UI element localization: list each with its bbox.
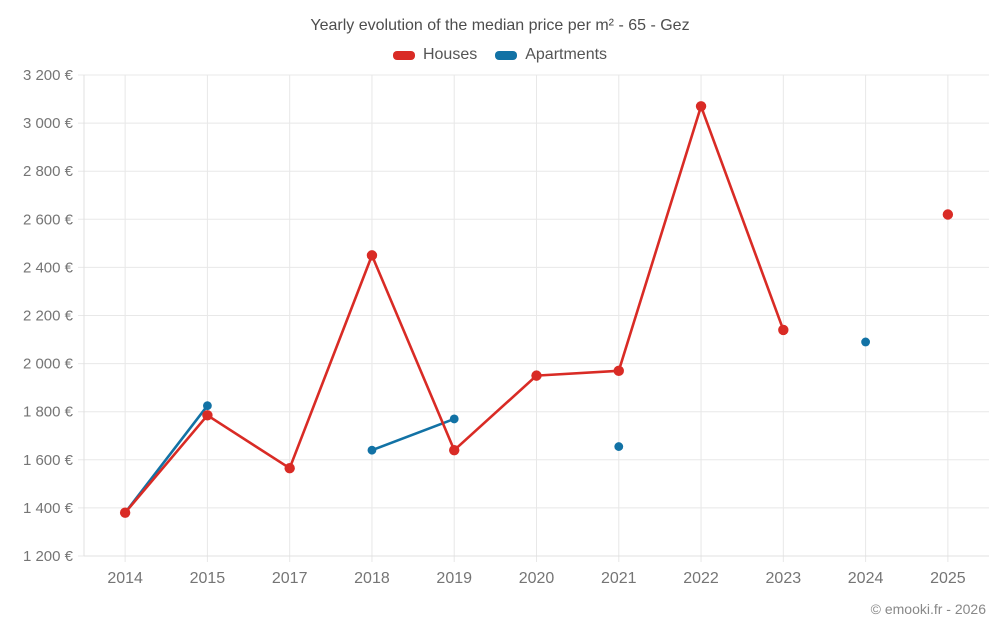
y-axis-label: 1 400 € <box>23 500 74 517</box>
houses-point-2017[interactable] <box>284 463 295 474</box>
x-axis-label: 2025 <box>930 570 966 587</box>
houses-line-segment <box>370 254 456 452</box>
y-axis-label: 2 200 € <box>23 308 74 325</box>
houses-legend-swatch <box>392 50 415 60</box>
y-axis-label: 1 200 € <box>23 548 74 565</box>
houses-legend-label: Houses <box>422 46 478 63</box>
x-axis-label: 2018 <box>354 570 390 587</box>
y-axis-label: 3 200 € <box>23 67 74 84</box>
houses-point-2023[interactable] <box>778 324 789 336</box>
houses-point-2021[interactable] <box>613 365 624 377</box>
apartments-line-segment <box>370 417 456 452</box>
houses-point-2020[interactable] <box>531 370 542 381</box>
apartments-point-2024[interactable] <box>861 337 870 347</box>
y-axis-label: 1 800 € <box>23 404 74 421</box>
apartments-legend-swatch <box>495 50 518 60</box>
houses-point-2025[interactable] <box>942 209 954 220</box>
apartments-point-2019[interactable] <box>449 414 459 424</box>
houses-point-2014[interactable] <box>119 507 131 518</box>
x-axis-label: 2014 <box>107 570 143 587</box>
legend-item-apartments[interactable]: Apartments <box>495 46 607 64</box>
houses-line-segment <box>699 104 785 332</box>
legend-item-houses[interactable]: Houses <box>392 46 478 64</box>
copyright-credit: © emooki.fr - 2026 <box>870 601 986 617</box>
x-axis-label: 2019 <box>436 570 472 587</box>
y-axis-label: 2 000 € <box>23 356 74 373</box>
houses-line-segment <box>206 414 291 470</box>
houses-line-segment <box>535 369 621 377</box>
houses-point-2019[interactable] <box>449 444 460 456</box>
x-axis-label: 2023 <box>766 570 802 587</box>
x-axis-label: 2024 <box>848 570 884 587</box>
houses-line-segment <box>123 414 209 515</box>
x-axis-label: 2020 <box>519 570 555 587</box>
y-axis-label: 1 600 € <box>23 452 74 469</box>
x-axis-label: 2017 <box>272 570 308 587</box>
y-axis-label: 2 800 € <box>23 163 74 180</box>
y-axis-label: 2 600 € <box>23 211 74 228</box>
houses-point-2022[interactable] <box>695 101 707 112</box>
x-axis-label: 2021 <box>601 570 637 587</box>
houses-line-segment <box>617 104 703 373</box>
y-axis-label: 3 000 € <box>23 115 74 132</box>
y-axis-label: 2 400 € <box>23 259 74 276</box>
x-axis-label: 2022 <box>683 570 719 587</box>
houses-point-2015[interactable] <box>202 410 213 421</box>
houses-line-segment <box>452 374 538 452</box>
x-axis-label: 2015 <box>190 570 226 587</box>
houses-line-segment <box>288 254 374 470</box>
apartments-point-2021[interactable] <box>614 442 624 451</box>
apartments-legend-label: Apartments <box>525 46 608 63</box>
apartments-point-2015[interactable] <box>203 401 212 411</box>
houses-point-2018[interactable] <box>366 250 378 261</box>
chart-legend: Houses Apartments <box>0 46 1000 64</box>
apartments-point-2018[interactable] <box>367 445 377 455</box>
chart-title: Yearly evolution of the median price per… <box>310 17 690 34</box>
